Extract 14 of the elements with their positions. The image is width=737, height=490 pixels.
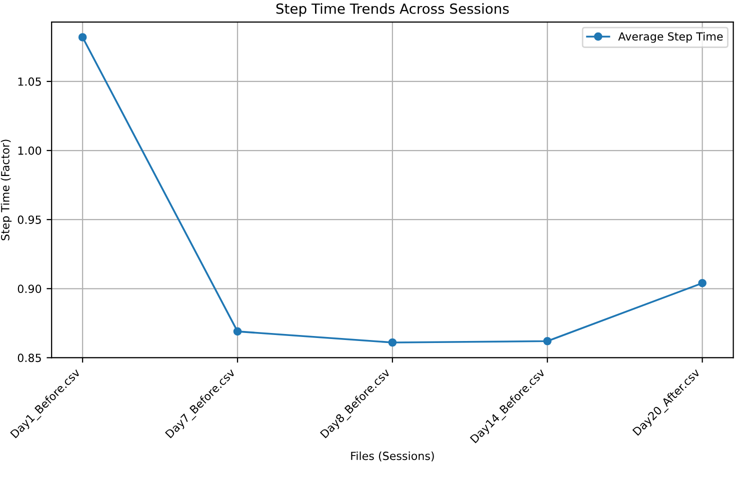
chart-title: Step Time Trends Across Sessions: [276, 3, 509, 17]
y-tick-label: 0.95: [18, 216, 41, 224]
y-tick-label: 1.05: [18, 77, 41, 86]
x-axis-title: Files (Sessions): [351, 451, 434, 462]
y-tick-label: 1.00: [18, 146, 42, 155]
legend-label: Average Step Time: [618, 32, 723, 43]
y-tick-label: 0.85: [18, 354, 41, 362]
point: [388, 338, 397, 347]
point: [543, 336, 552, 346]
y-tick-label: 0.90: [18, 284, 42, 294]
point: [233, 327, 242, 336]
y-axis-title: Step Time (Factor): [0, 140, 12, 240]
point: [78, 33, 87, 42]
point: [698, 278, 706, 288]
